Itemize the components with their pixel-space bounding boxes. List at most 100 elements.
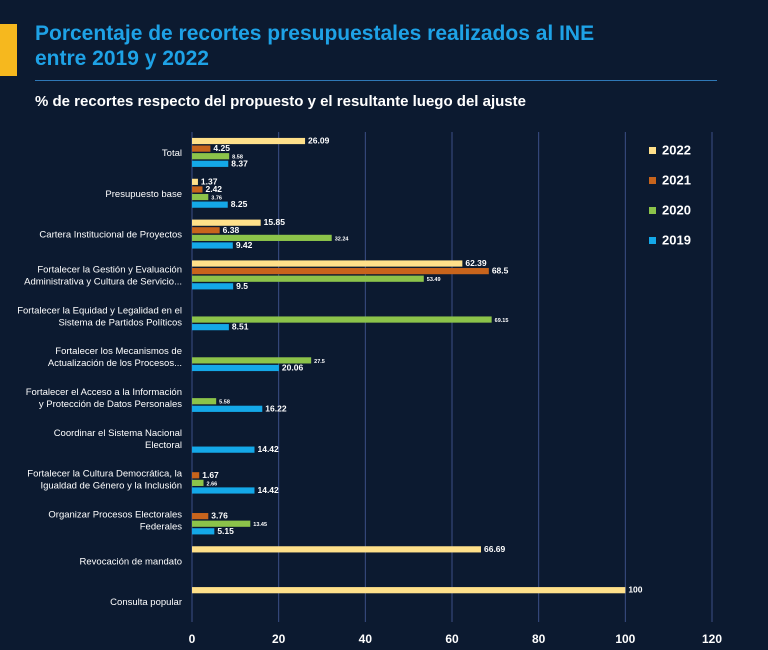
- bar-2019: [192, 446, 255, 453]
- data-label-2020: 2.66: [207, 481, 218, 487]
- page-title: Porcentaje de recortes presupuestales re…: [35, 21, 735, 71]
- bar-2019: [192, 405, 263, 412]
- data-label-2019: 14.42: [257, 485, 279, 495]
- chart-subtitle: % de recortes respecto del propuesto y e…: [35, 93, 526, 110]
- bar-2020: [192, 234, 332, 241]
- bar-2022: [192, 546, 481, 553]
- data-label-2022: 1.37: [201, 176, 218, 186]
- x-axis-ticks: 0 20 40 60 80 100 120: [189, 632, 723, 646]
- data-label-2021: 1.67: [202, 470, 219, 480]
- bar-2021: [192, 145, 211, 152]
- bar-2019: [192, 160, 229, 167]
- bar-2022: [192, 137, 306, 145]
- bar-2019: [192, 242, 233, 249]
- data-label-2021: 68.5: [492, 266, 509, 276]
- gridlines: [191, 132, 713, 622]
- category-label: Presupuesto base: [105, 189, 182, 200]
- data-label-2021: 3.76: [211, 511, 228, 521]
- data-label-2021: 6.38: [223, 225, 240, 235]
- x-tick-label: 60: [445, 632, 459, 646]
- category-label: Fortalecer la Equidad y Legalidad en el: [17, 305, 182, 316]
- bar-2019: [192, 283, 234, 290]
- legend-label-2019: 2019: [662, 233, 691, 248]
- data-label-2022: 100: [628, 585, 642, 595]
- bar-2020: [192, 398, 217, 405]
- data-label-2020: 3.76: [211, 196, 222, 202]
- legend-swatch-2020: [649, 207, 656, 214]
- legend-swatch-2022: [649, 147, 656, 154]
- data-label-2019: 16.22: [265, 403, 287, 413]
- data-label-2021: 2.42: [205, 184, 222, 194]
- category-labels: Total Presupuesto base Cartera Institucion…: [17, 148, 182, 608]
- data-label-2019: 20.06: [282, 362, 304, 372]
- bar-2020: [192, 316, 492, 323]
- category-label: Electoral: [145, 440, 182, 451]
- bar-2020: [192, 479, 204, 486]
- bar-2022: [192, 260, 463, 267]
- bar-2020: [192, 357, 312, 364]
- bar-2020: [192, 193, 209, 201]
- data-label-2020: 13.45: [253, 522, 267, 528]
- category-label: Revocación de mandato: [80, 556, 182, 567]
- category-label: Coordinar el Sistema Nacional: [54, 428, 182, 439]
- accent-bar: [0, 24, 17, 76]
- category-label: Federales: [140, 521, 182, 532]
- legend-swatch-2021: [649, 177, 656, 184]
- bar-2021: [192, 227, 220, 234]
- data-label-2022: 26.09: [308, 136, 330, 146]
- category-label: Consulta popular: [110, 597, 182, 608]
- bar-2020: [192, 153, 230, 160]
- title-divider: [35, 80, 717, 81]
- data-label-2022: 62.39: [465, 258, 487, 268]
- bar-2019: [192, 528, 215, 535]
- data-label-2019: 9.42: [236, 240, 253, 250]
- bar-2022: [192, 587, 626, 594]
- category-label: Cartera Institucional de Proyectos: [39, 230, 182, 241]
- legend: 2022 2021 2020 2019: [649, 143, 691, 248]
- category-label: Fortalecer los Mecanismos de: [55, 346, 182, 357]
- bar-2021: [192, 268, 489, 275]
- data-label-2022: 15.85: [264, 217, 286, 227]
- data-label-2020: 27.5: [314, 359, 325, 365]
- data-label-2022: 66.69: [484, 544, 506, 554]
- data-label-2019: 14.42: [257, 444, 279, 454]
- legend-swatch-2019: [649, 237, 656, 244]
- data-label-2020: 8.58: [232, 155, 243, 161]
- x-tick-label: 120: [702, 632, 722, 646]
- x-tick-label: 40: [359, 632, 373, 646]
- bar-2021: [192, 513, 209, 520]
- category-label: Fortalecer la Cultura Democrática, la: [27, 469, 182, 480]
- legend-label-2022: 2022: [662, 143, 691, 158]
- legend-label-2020: 2020: [662, 203, 691, 218]
- x-tick-label: 100: [615, 632, 635, 646]
- data-label-2020: 53.49: [427, 277, 441, 283]
- bar-2021: [192, 472, 200, 479]
- bar-2019: [192, 364, 279, 372]
- data-label-2019: 8.25: [231, 199, 248, 209]
- data-label-2019: 5.15: [217, 526, 234, 536]
- data-label-2019: 8.51: [232, 322, 249, 332]
- x-tick-label: 80: [532, 632, 546, 646]
- category-label: Sistema de Partidos Políticos: [58, 317, 182, 328]
- data-label-2020: 69.15: [495, 318, 509, 324]
- data-label-2019: 9.5: [236, 281, 248, 291]
- category-label: Fortalecer el Acceso a la Información: [26, 387, 182, 398]
- category-label: Administrativa y Cultura de Servicio...: [24, 276, 182, 287]
- category-label: Igualdad de Género y la Inclusión: [40, 481, 182, 492]
- bar-2020: [192, 275, 424, 282]
- category-label: Total: [162, 148, 182, 159]
- category-label: Fortalecer la Gestión y Evaluación: [37, 264, 182, 275]
- category-label: Actualización de los Procesos...: [48, 358, 182, 369]
- data-label-2020: 5.58: [219, 400, 230, 406]
- bar-2020: [192, 520, 251, 527]
- title-line-1: Porcentaje de recortes presupuestales re…: [35, 22, 595, 45]
- x-tick-label: 20: [272, 632, 286, 646]
- category-label: Organizar Procesos Electorales: [48, 509, 182, 520]
- bar-2022: [192, 178, 198, 185]
- bar-2021: [192, 186, 203, 193]
- bar-2022: [192, 219, 261, 226]
- category-label: y Protección de Datos Personales: [39, 399, 182, 410]
- title-line-2: entre 2019 y 2022: [35, 47, 209, 70]
- legend-label-2021: 2021: [662, 173, 691, 188]
